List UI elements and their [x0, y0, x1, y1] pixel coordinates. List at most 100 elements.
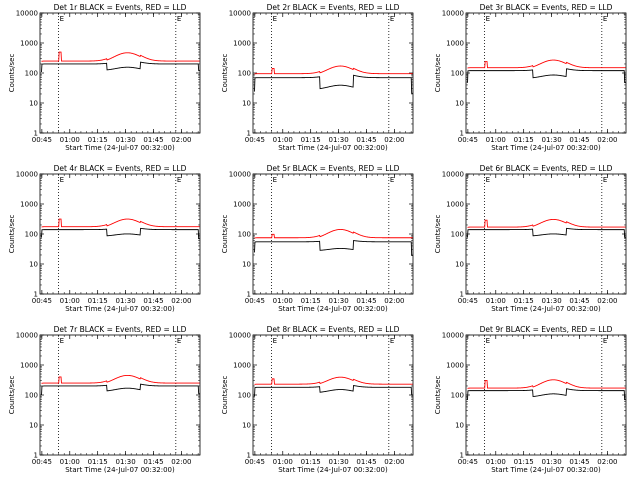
y-tick-label: 100 [451, 231, 464, 239]
y-tick-label: 10000 [442, 171, 464, 179]
x-tick-label: 00:45 [32, 136, 52, 144]
y-tick-label: 1 [34, 452, 38, 460]
y-tick-label: 100 [238, 231, 251, 239]
x-axis-label: Start Time (24-Jul-07 00:32:00) [278, 305, 388, 313]
chart-panel-3: Det 3r BLACK = Events, RED = LLD 1 10 100 10… [434, 3, 627, 152]
x-axis-label: Start Time (24-Jul-07 00:32:00) [278, 144, 388, 152]
x-tick-label: 01:45 [356, 297, 376, 305]
y-tick-label: 100 [451, 392, 464, 400]
events-series-line [41, 61, 200, 73]
events-series-line [254, 240, 413, 256]
events-series-line [467, 388, 626, 401]
x-axis-label: Start Time (24-Jul-07 00:32:00) [65, 305, 175, 313]
x-tick-label: 00:45 [458, 297, 478, 305]
lld-series-line [254, 228, 413, 239]
lld-series-line [254, 376, 413, 385]
event-marker-label: E [60, 15, 64, 23]
event-marker-label: E [486, 176, 490, 184]
chart-panel-2: Det 2r BLACK = Events, RED = LLD 1 10 100 10… [221, 3, 414, 152]
chart-title: Det 5r BLACK = Events, RED = LLD [267, 164, 400, 173]
x-tick-label: 01:45 [569, 297, 589, 305]
y-tick-label: 100 [25, 392, 38, 400]
x-tick-label: 01:00 [486, 458, 506, 466]
y-tick-label: 1000 [446, 362, 464, 370]
y-tick-label: 1000 [446, 40, 464, 48]
chart-panel-8: Det 8r BLACK = Events, RED = LLD 1 10 100 10… [221, 325, 414, 474]
y-tick-label: 1000 [446, 201, 464, 209]
event-marker-label: E [177, 15, 181, 23]
lld-series-line [41, 374, 200, 384]
y-tick-label: 10 [29, 422, 38, 430]
x-tick-label: 01:15 [88, 136, 108, 144]
y-tick-label: 1 [460, 130, 464, 138]
y-tick-label: 10 [242, 100, 251, 108]
x-tick-label: 00:45 [245, 297, 265, 305]
y-tick-label: 10000 [16, 10, 38, 18]
x-tick-label: 01:30 [541, 297, 561, 305]
events-series-line [467, 227, 626, 238]
x-tick-label: 01:45 [356, 458, 376, 466]
event-marker-label: E [486, 337, 490, 345]
events-series-line [254, 384, 413, 397]
chart-title: Det 7r BLACK = Events, RED = LLD [54, 325, 187, 334]
y-tick-label: 10000 [229, 171, 251, 179]
lld-series-line [467, 59, 626, 69]
event-marker-label: E [486, 15, 490, 23]
x-tick-label: 01:15 [301, 136, 321, 144]
chart-title: Det 8r BLACK = Events, RED = LLD [267, 325, 400, 334]
x-tick-label: 01:00 [273, 136, 293, 144]
y-tick-label: 1000 [20, 40, 38, 48]
y-axis-label: Counts/sec [434, 376, 442, 415]
x-tick-label: 02:00 [171, 136, 191, 144]
y-tick-label: 1000 [20, 362, 38, 370]
x-tick-label: 01:45 [569, 136, 589, 144]
y-tick-label: 1 [34, 130, 38, 138]
lld-series-line [467, 379, 626, 389]
x-axis-label: Start Time (24-Jul-07 00:32:00) [278, 466, 388, 474]
x-tick-label: 02:00 [171, 297, 191, 305]
x-tick-label: 01:30 [115, 297, 135, 305]
y-tick-label: 10 [242, 422, 251, 430]
chart-title: Det 4r BLACK = Events, RED = LLD [54, 164, 187, 173]
y-axis-label: Counts/sec [434, 54, 442, 93]
y-tick-label: 10000 [229, 332, 251, 340]
y-axis-label: Counts/sec [221, 215, 229, 254]
y-axis-label: Counts/sec [8, 215, 16, 254]
y-tick-label: 1000 [233, 362, 251, 370]
chart-panel-1: Det 1r BLACK = Events, RED = LLD 1 10 100 10… [8, 3, 201, 152]
x-axis-label: Start Time (24-Jul-07 00:32:00) [491, 305, 601, 313]
event-marker-label: E [60, 337, 64, 345]
chart-title: Det 1r BLACK = Events, RED = LLD [54, 3, 187, 12]
x-tick-label: 01:15 [88, 297, 108, 305]
chart-panel-7: Det 7r BLACK = Events, RED = LLD 1 10 100 10… [8, 325, 201, 474]
events-series-line [41, 383, 200, 396]
y-tick-label: 10 [29, 261, 38, 269]
x-tick-label: 00:45 [32, 297, 52, 305]
y-tick-label: 1 [460, 452, 464, 460]
x-tick-label: 02:00 [384, 458, 404, 466]
y-tick-label: 1 [34, 291, 38, 299]
chart-panel-6: Det 6r BLACK = Events, RED = LLD 1 10 100 10… [434, 164, 627, 313]
event-marker-label: E [603, 15, 607, 23]
y-axis-label: Counts/sec [434, 215, 442, 254]
x-tick-label: 01:00 [273, 297, 293, 305]
y-axis-label: Counts/sec [221, 54, 229, 93]
lld-series-line [254, 65, 413, 75]
x-tick-label: 01:00 [486, 136, 506, 144]
x-tick-label: 01:45 [569, 458, 589, 466]
x-tick-label: 02:00 [171, 458, 191, 466]
y-tick-label: 10 [29, 100, 38, 108]
event-marker-label: E [273, 15, 277, 23]
x-tick-label: 02:00 [384, 297, 404, 305]
x-tick-label: 02:00 [597, 136, 617, 144]
y-tick-label: 100 [25, 70, 38, 78]
chart-panel-9: Det 9r BLACK = Events, RED = LLD 1 10 100 10… [434, 325, 627, 474]
y-tick-label: 1 [247, 452, 251, 460]
x-tick-label: 01:15 [301, 458, 321, 466]
x-tick-label: 00:45 [458, 136, 478, 144]
event-marker-label: E [390, 176, 394, 184]
y-tick-label: 100 [238, 70, 251, 78]
chart-title: Det 6r BLACK = Events, RED = LLD [480, 164, 613, 173]
y-tick-label: 10000 [16, 171, 38, 179]
